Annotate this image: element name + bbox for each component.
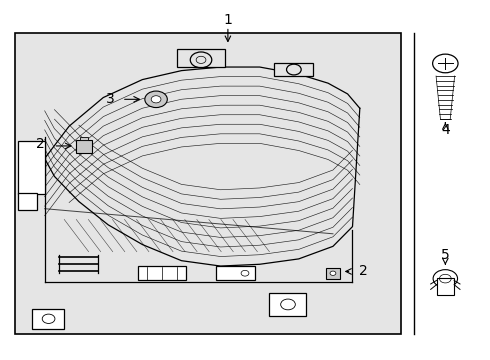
Text: 1: 1 [223, 13, 232, 27]
Circle shape [433, 54, 458, 73]
Text: 2: 2 [359, 265, 368, 278]
FancyBboxPatch shape [18, 140, 45, 194]
Text: 3: 3 [106, 92, 115, 106]
FancyBboxPatch shape [216, 266, 255, 280]
FancyBboxPatch shape [437, 278, 454, 295]
FancyBboxPatch shape [32, 309, 64, 329]
FancyBboxPatch shape [15, 33, 401, 334]
Circle shape [330, 271, 336, 275]
Text: 5: 5 [441, 248, 450, 262]
FancyBboxPatch shape [18, 193, 37, 211]
Text: 2: 2 [36, 137, 45, 151]
FancyBboxPatch shape [274, 63, 314, 76]
FancyBboxPatch shape [138, 266, 186, 280]
FancyBboxPatch shape [326, 268, 340, 279]
Circle shape [145, 91, 167, 108]
Circle shape [151, 96, 161, 103]
Text: 4: 4 [441, 123, 450, 137]
Circle shape [433, 270, 458, 288]
FancyBboxPatch shape [176, 49, 225, 67]
FancyBboxPatch shape [80, 136, 88, 140]
FancyBboxPatch shape [76, 140, 92, 153]
FancyBboxPatch shape [270, 293, 306, 316]
